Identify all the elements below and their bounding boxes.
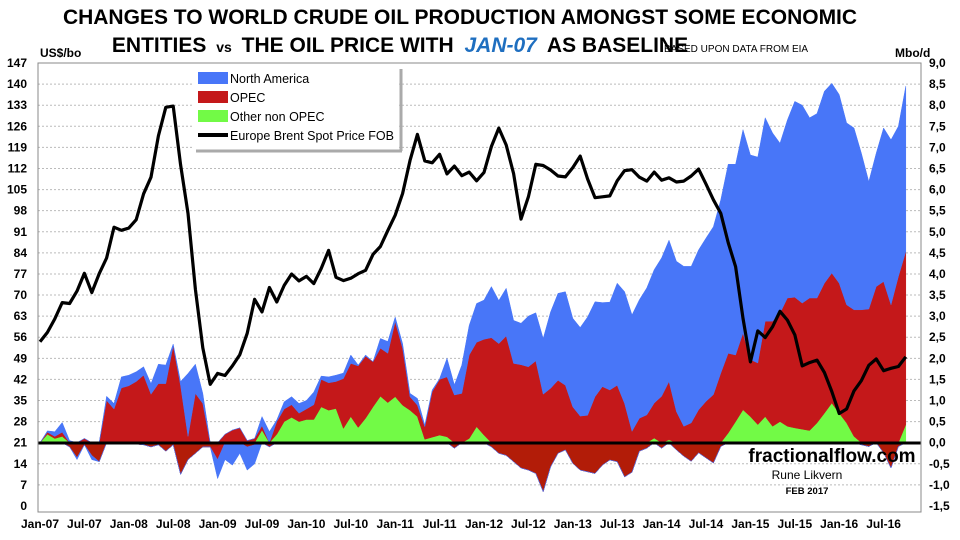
y-right-tick-label: 4,5 <box>929 246 946 260</box>
area-north-america-positive <box>39 82 907 444</box>
x-tick-label: Jul-12 <box>511 517 546 531</box>
y-right-tick-label: 7,0 <box>929 140 946 154</box>
y-left-tick-label: 91 <box>14 225 28 239</box>
legend-swatch-other-non-opec <box>198 110 228 122</box>
y-right-tick-label: 0,0 <box>929 436 946 450</box>
title-part-a: ENTITIES <box>112 34 207 57</box>
y-left-tick-label: 56 <box>14 330 28 344</box>
y-right-tick-label: 3,5 <box>929 288 946 302</box>
x-tick-label: Jul-08 <box>156 517 191 531</box>
title-part-c: AS BASELINE <box>547 34 688 57</box>
x-tick-label: Jul-10 <box>333 517 368 531</box>
y-left-tick-label: 126 <box>7 119 27 133</box>
y-left-tick-label: 49 <box>14 351 28 365</box>
legend-label-opec: OPEC <box>230 91 265 105</box>
y-left-tick-label: 7 <box>20 478 27 492</box>
x-tick-label: Jul-13 <box>600 517 635 531</box>
y-left-tick-label: 77 <box>14 267 28 281</box>
y-right-tick-label: -1,5 <box>929 499 950 513</box>
y-left-tick-label: 119 <box>8 140 28 154</box>
x-tick-label: Jul-16 <box>866 517 901 531</box>
x-tick-label: Jan-08 <box>110 517 148 531</box>
y-right-tick-label: 6,5 <box>929 161 946 175</box>
y-axis-right-ticks: -1,5 -1,0 -0,5 0,0 0,5 1,0 1,5 2,0 2,5 3,0 3,5 4,0 4… <box>929 56 950 513</box>
y-left-tick-label: 70 <box>14 288 28 302</box>
x-tick-label: Jan-13 <box>554 517 592 531</box>
y-left-tick-label: 105 <box>7 183 27 197</box>
price-line-group <box>38 104 908 416</box>
chart-title-line2: ENTITIES vs THE OIL PRICE WITH JAN-07 AS… <box>112 34 688 57</box>
y-right-tick-label: -0,5 <box>929 457 950 471</box>
y-axis-right-label: Mbo/d <box>895 46 930 60</box>
x-tick-label: Jan-11 <box>377 517 415 531</box>
y-right-tick-label: 3,0 <box>929 309 946 323</box>
y-right-tick-label: 8,0 <box>929 98 946 112</box>
legend-label-brent: Europe Brent Spot Price FOB <box>230 129 394 143</box>
annotation-date: FEB 2017 <box>786 486 829 497</box>
y-axis-left-ticks: 0 7 14 21 28 35 42 49 56 63 70 77 84 91 98 105 112 119 126… <box>7 56 27 513</box>
x-tick-label: Jan-14 <box>643 517 681 531</box>
x-tick-label: Jan-07 <box>21 517 59 531</box>
y-left-tick-label: 112 <box>8 161 28 175</box>
y-left-tick-label: 0 <box>20 499 27 513</box>
legend-swatch-opec <box>198 91 228 103</box>
title-vs: vs <box>216 39 232 55</box>
chart-title-line1: CHANGES TO WORLD CRUDE OIL PRODUCTION AM… <box>63 6 857 29</box>
y-right-tick-label: 9,0 <box>929 56 946 70</box>
y-right-tick-label: 2,0 <box>929 351 946 365</box>
annotation-site: fractionalflow.com <box>748 446 915 467</box>
y-left-tick-label: 63 <box>14 309 28 323</box>
y-left-tick-label: 28 <box>14 415 28 429</box>
y-left-tick-label: 140 <box>7 77 27 91</box>
legend-swatch-north-america <box>198 72 228 84</box>
x-tick-label: Jan-16 <box>820 517 858 531</box>
y-left-tick-label: 42 <box>14 372 28 386</box>
x-tick-label: Jul-07 <box>67 517 102 531</box>
y-right-tick-label: 7,5 <box>929 119 946 133</box>
y-left-tick-label: 14 <box>14 457 28 471</box>
chart-subtitle: BASED UPON DATA FROM EIA <box>664 44 808 55</box>
x-tick-label: Jul-14 <box>689 517 724 531</box>
x-tick-label: Jul-15 <box>777 517 812 531</box>
y-right-tick-label: -1,0 <box>929 478 950 492</box>
y-right-tick-label: 0,5 <box>929 415 946 429</box>
y-right-tick-label: 2,5 <box>929 330 946 344</box>
y-axis-left-label: US$/bo <box>40 46 81 60</box>
y-left-tick-label: 147 <box>7 56 27 70</box>
annotation-author: Rune Likvern <box>772 468 843 482</box>
y-right-tick-label: 1,5 <box>929 372 946 386</box>
y-right-tick-label: 5,5 <box>929 204 946 218</box>
y-right-tick-label: 5,0 <box>929 225 946 239</box>
title-part-b: THE OIL PRICE WITH <box>242 34 454 57</box>
y-left-tick-label: 84 <box>14 246 28 260</box>
brent-price-line <box>38 104 908 416</box>
y-left-tick-label: 35 <box>14 394 28 408</box>
legend-label-north-america: North America <box>230 72 309 86</box>
y-right-tick-label: 8,5 <box>929 77 946 91</box>
title-highlight: JAN-07 <box>464 34 538 57</box>
x-tick-label: Jul-09 <box>245 517 280 531</box>
y-right-tick-label: 6,0 <box>929 183 946 197</box>
legend: North America OPEC Other non OPEC Europe… <box>193 66 403 153</box>
y-right-tick-label: 4,0 <box>929 267 946 281</box>
y-left-tick-label: 133 <box>7 98 27 112</box>
x-axis-ticks: Jan-07 Jul-07 Jan-08 Jul-08 Jan-09 Jul-09 Jan-… <box>21 517 901 531</box>
x-tick-label: Jan-15 <box>731 517 769 531</box>
legend-label-other-non-opec: Other non OPEC <box>230 110 325 124</box>
x-tick-label: Jul-11 <box>423 517 457 531</box>
x-tick-label: Jan-09 <box>199 517 237 531</box>
plot-frame <box>37 62 922 513</box>
x-tick-label: Jan-10 <box>287 517 325 531</box>
y-left-tick-label: 21 <box>14 436 28 450</box>
y-right-tick-label: 1,0 <box>929 394 946 408</box>
y-left-tick-label: 98 <box>14 204 28 218</box>
x-tick-label: Jan-12 <box>465 517 503 531</box>
